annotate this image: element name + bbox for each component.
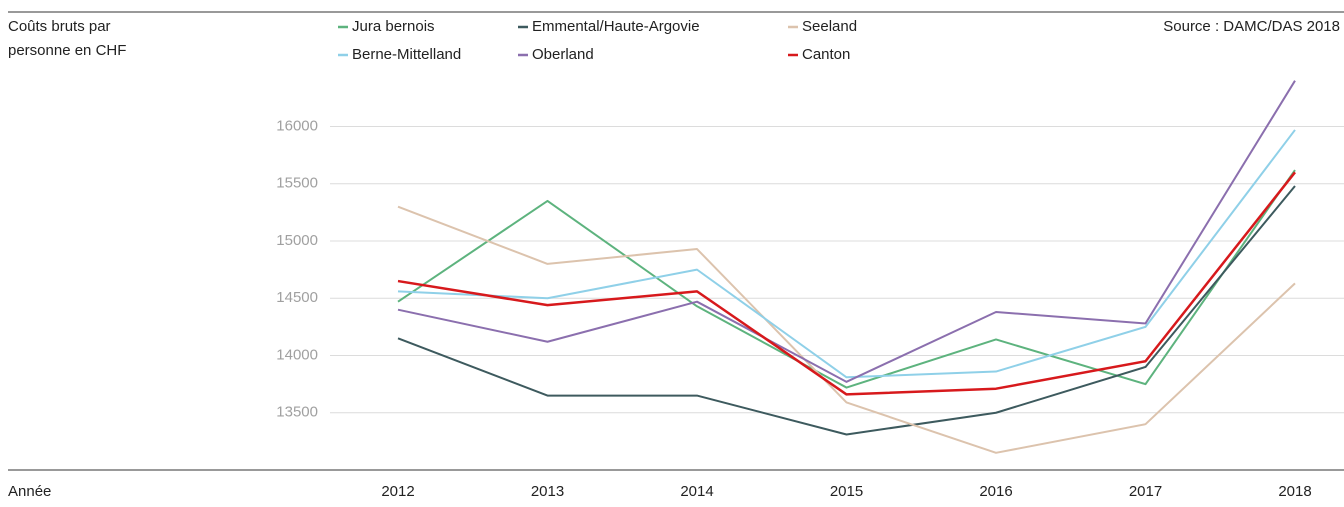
x-tick-label: 2012 bbox=[381, 483, 414, 500]
y-tick-label: 14500 bbox=[276, 289, 318, 306]
y-axis-label: Coûts bruts par bbox=[8, 18, 111, 35]
x-tick-label: 2014 bbox=[680, 483, 713, 500]
x-tick-label: 2016 bbox=[979, 483, 1012, 500]
y-tick-label: 14000 bbox=[276, 346, 318, 363]
series-line bbox=[397, 171, 1296, 396]
legend-label: Oberland bbox=[532, 46, 594, 63]
x-tick-label: 2013 bbox=[531, 483, 564, 500]
series-line bbox=[397, 185, 1296, 436]
legend-label: Jura bernois bbox=[352, 18, 435, 35]
x-tick-label: 2017 bbox=[1129, 483, 1162, 500]
x-tick-label: 2018 bbox=[1278, 483, 1311, 500]
series-line bbox=[397, 169, 1296, 389]
legend-label: Canton bbox=[802, 46, 850, 63]
legend-label: Emmental/Haute-Argovie bbox=[532, 18, 700, 35]
y-tick-label: 15500 bbox=[276, 175, 318, 192]
source: Source : DAMC/DAS 2018 bbox=[1163, 18, 1340, 35]
x-axis-label: Année bbox=[8, 483, 51, 500]
y-tick-label: 16000 bbox=[276, 117, 318, 134]
legend-label: Seeland bbox=[802, 18, 857, 35]
x-tick-label: 2015 bbox=[830, 483, 863, 500]
y-tick-label: 15000 bbox=[276, 232, 318, 249]
series-line bbox=[397, 129, 1296, 379]
series-line bbox=[397, 80, 1296, 383]
legend-label: Berne-Mittelland bbox=[352, 46, 461, 63]
y-axis-label: personne en CHF bbox=[8, 42, 126, 59]
y-tick-label: 13500 bbox=[276, 404, 318, 421]
series-line bbox=[397, 205, 1296, 454]
